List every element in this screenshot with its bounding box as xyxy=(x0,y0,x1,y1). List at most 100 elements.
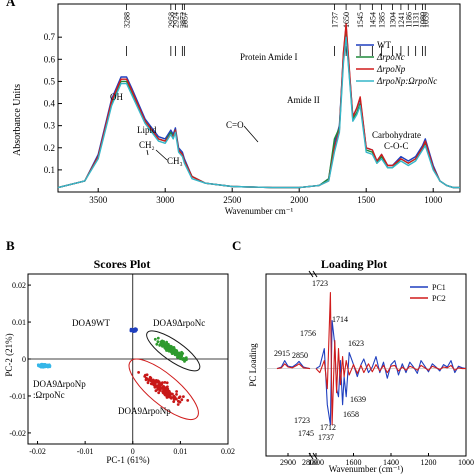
b-score-point xyxy=(166,389,169,393)
a-xtick-label: 3500 xyxy=(89,195,108,205)
b-score-point xyxy=(162,385,166,389)
a-peak-label: 1080 xyxy=(418,12,427,28)
b-ytick-label: -0.02 xyxy=(9,429,26,438)
b-score-point xyxy=(147,379,151,382)
b-score-point xyxy=(165,381,169,385)
b-score-point xyxy=(182,395,185,398)
c-peak-label: 1639 xyxy=(350,395,366,404)
c-series-line xyxy=(315,320,467,426)
b-score-point xyxy=(45,365,49,368)
a-peak-label: 1304 xyxy=(388,12,397,28)
a-xtick-label: 2000 xyxy=(290,195,309,205)
c-legend-label: PC1 xyxy=(432,283,446,292)
a-peak-label: 1545 xyxy=(356,12,365,28)
a-ytick-label: 0.7 xyxy=(44,32,56,42)
b-score-point xyxy=(158,389,162,392)
a-legend-label: ΔrpoNc xyxy=(376,52,405,62)
a-ytick-label: 0.6 xyxy=(44,54,56,64)
annotation-oh: OH xyxy=(110,92,123,102)
panel-c-series xyxy=(276,292,467,426)
a-ytick-label: 0.1 xyxy=(44,165,55,175)
b-score-point xyxy=(146,381,150,385)
annotation-amide-i: Protein Amide I xyxy=(240,52,298,62)
b-score-point xyxy=(48,365,52,369)
b-score-point xyxy=(155,384,159,388)
b-score-point xyxy=(172,394,176,398)
panel-a-series xyxy=(57,23,460,189)
arrow-ch2 xyxy=(146,149,149,156)
b-score-point xyxy=(165,396,169,399)
b-score-point xyxy=(175,393,178,396)
c-peak-label: 1756 xyxy=(300,329,316,338)
c-peak-label: 1737 xyxy=(318,433,334,442)
b-ytick-label: 0.02 xyxy=(12,281,26,290)
b-score-point xyxy=(171,392,174,396)
b-score-point xyxy=(159,383,163,386)
a-legend-label: WT xyxy=(377,40,391,50)
b-score-point xyxy=(168,395,171,399)
panel-a-y-axis-label: Absorbance Units xyxy=(12,84,23,156)
panel-b-scores: Scores Plot -0.02 -0.01 0 0.01 0.02-0.02-0.0… xyxy=(4,257,235,465)
b-score-point xyxy=(137,371,141,374)
c-peak-label: 1745 xyxy=(298,429,314,438)
a-peak-label: 1059 xyxy=(421,12,430,28)
b-score-point xyxy=(153,337,157,341)
a-peak-label: 2857 xyxy=(180,12,189,28)
b-ytick-label: 0 xyxy=(22,355,26,364)
c-series-line xyxy=(276,363,311,370)
panel-a-x-axis-label: Wavenumber cm⁻¹ xyxy=(225,206,294,216)
b-score-point xyxy=(180,354,184,357)
b-score-point xyxy=(173,349,176,352)
a-xtick-label: 1000 xyxy=(424,195,443,205)
label-doa9-rponp-omega-1: DOA9ΔrpoNp xyxy=(33,379,86,389)
panel-c-frame xyxy=(265,273,467,457)
panel-a-frame xyxy=(57,3,461,193)
b-score-point xyxy=(180,398,184,402)
b-score-point xyxy=(155,342,159,346)
c-peak-label: 1723 xyxy=(312,279,328,288)
a-peak-label: 3288 xyxy=(123,12,132,28)
b-score-point xyxy=(167,345,171,349)
a-peak-label: 1186 xyxy=(404,12,413,28)
b-score-point xyxy=(144,373,147,377)
b-xtick-label: 0 xyxy=(131,447,135,456)
b-score-point xyxy=(134,328,138,332)
a-peak-label: 1241 xyxy=(397,12,406,28)
b-score-point xyxy=(154,379,158,382)
c-xtick-label: 1600 xyxy=(346,458,362,467)
b-score-point xyxy=(165,340,169,344)
a-peak-label: 1131 xyxy=(412,12,421,28)
panel-b-axes: -0.02 -0.01 0 0.01 0.02 -0.02 -0.01 0 0.01 0.02 xyxy=(9,274,235,456)
arrow-co xyxy=(243,125,259,143)
a-peak-label: 2872 xyxy=(178,12,187,28)
b-score-point xyxy=(178,395,182,399)
b-score-point xyxy=(39,364,42,368)
panel-a-legend: WT ΔrpoNc ΔrpoNp ΔrpoNp:ΩrpoNc xyxy=(356,40,437,86)
annotation-lipid: Lipid xyxy=(137,125,157,135)
c-legend-label: PC2 xyxy=(432,294,446,303)
c-break-mark xyxy=(312,270,318,278)
c-peak-label: 1714 xyxy=(332,315,348,324)
a-peak-label: 2924 xyxy=(171,12,180,28)
panel-letter-a: A xyxy=(6,0,16,9)
panel-letter-b: B xyxy=(6,238,15,253)
b-score-point xyxy=(158,381,161,384)
b-score-point xyxy=(159,340,163,344)
b-score-point xyxy=(175,390,179,393)
b-score-point xyxy=(172,397,176,401)
c-xtick-label: 2800 xyxy=(302,458,318,467)
label-doa9-rponp-omega-2: :ΩrpoNc xyxy=(33,390,65,400)
b-score-point xyxy=(186,399,190,402)
a-xtick-label: 1500 xyxy=(357,195,376,205)
b-score-point xyxy=(181,358,185,361)
a-series-line xyxy=(57,25,460,189)
b-score-point xyxy=(153,381,157,385)
a-peak-label: 2958 xyxy=(167,12,176,28)
c-break-mark xyxy=(312,452,318,460)
panel-c-x-axis-label: Wavenumber (cm⁻¹) xyxy=(329,464,403,474)
c-peak-label: 1723 xyxy=(294,416,310,425)
b-xtick-label: -0.02 xyxy=(29,447,46,456)
